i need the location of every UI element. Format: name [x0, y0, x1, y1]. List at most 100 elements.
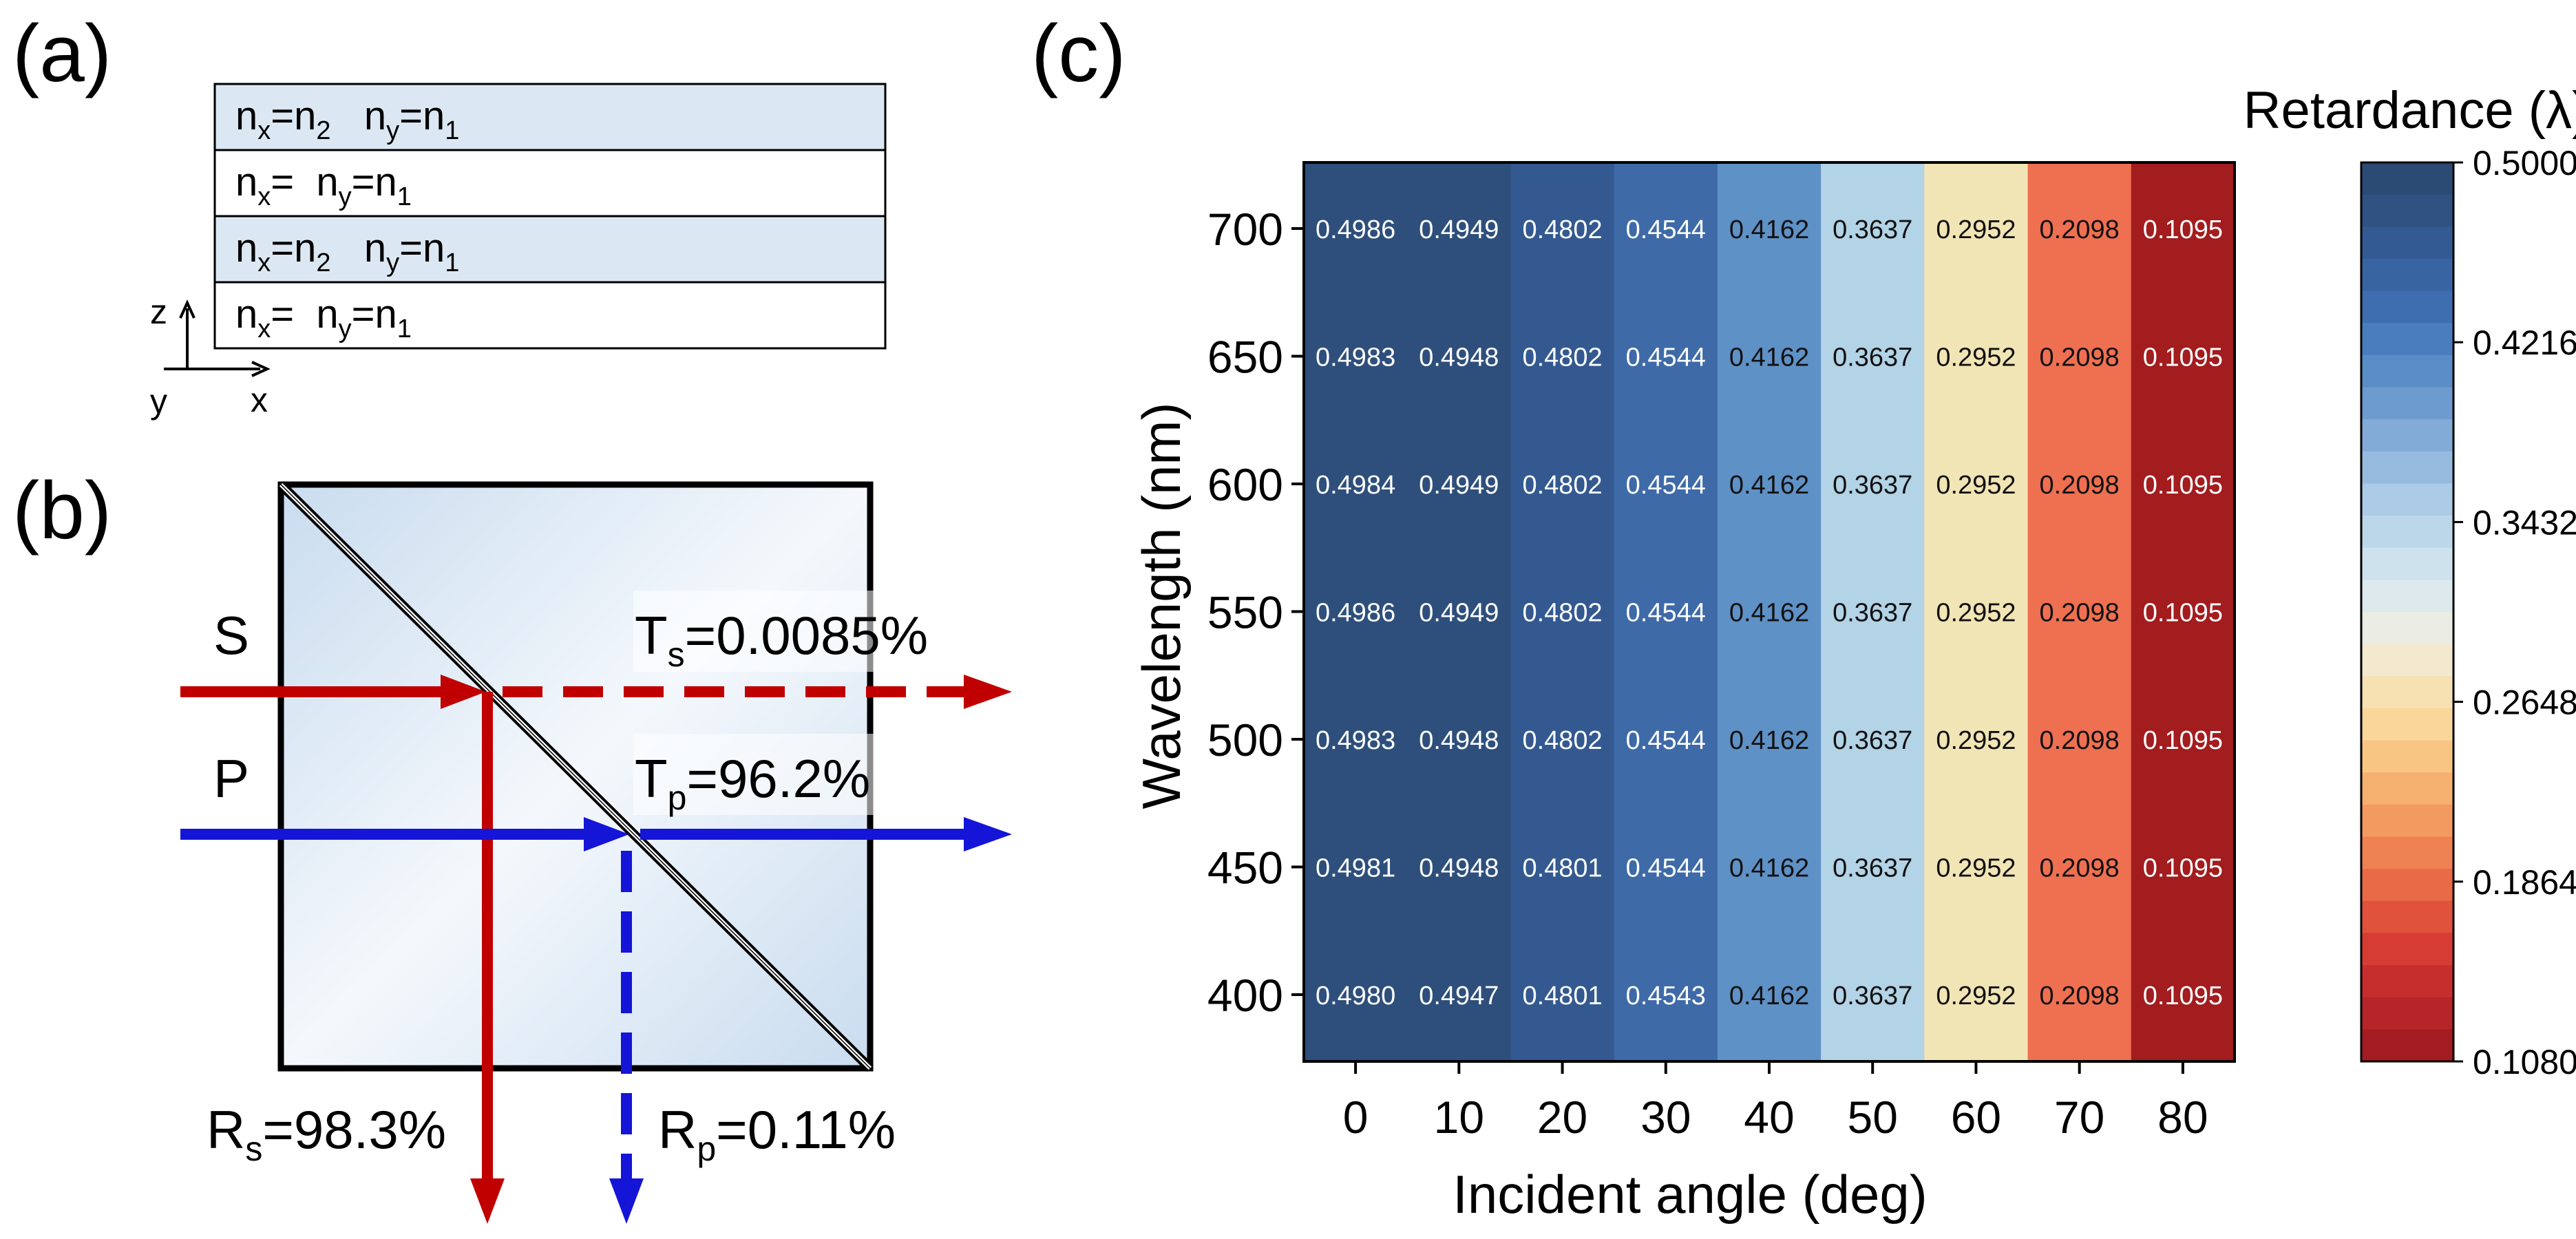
colorbar-tick-label: 0.4216: [2473, 324, 2576, 362]
y-tick-label: 600: [1207, 459, 1283, 510]
colorbar-swatch: [2361, 997, 2453, 1030]
heatmap-cell-value: 0.3637: [1833, 726, 1912, 755]
heatmap-cell-value: 0.2098: [2040, 343, 2120, 372]
tp-label: Tp=96.2%: [635, 748, 870, 817]
colorbar-swatch: [2361, 1029, 2453, 1062]
heatmap-cell-value: 0.2098: [2040, 215, 2120, 244]
heatmap-cell-value: 0.4802: [1522, 343, 1602, 372]
colorbar-swatch: [2361, 804, 2453, 838]
y-axis-title: Wavelength (nm): [1131, 403, 1192, 809]
layer-3-label: nx=n2 ny=n1: [235, 226, 459, 277]
colorbar-swatch: [2361, 194, 2453, 227]
heatmap-cell-value: 0.4948: [1419, 726, 1499, 755]
colorbar: 0.5000 0.4216 0.3432 0.2648 0.1864 0.1080: [2360, 144, 2576, 1081]
y-tick-label: 400: [1207, 970, 1283, 1021]
heatmap-cell-value: 0.1095: [2143, 599, 2223, 628]
heatmap-cell-value: 0.4802: [1522, 726, 1602, 755]
heatmap-cell-value: 0.1095: [2143, 343, 2223, 372]
heatmap-cell-value: 0.2952: [1936, 215, 2016, 244]
panel-b-label: (b): [12, 465, 112, 556]
heatmap-cell-value: 0.4986: [1316, 599, 1395, 628]
axis-z-label: z: [150, 293, 167, 331]
heatmap-cell-value: 0.4162: [1729, 726, 1809, 755]
heatmap-column-10: [1407, 162, 1512, 1061]
ts-label-backdrop: [633, 591, 975, 672]
heatmap-cell-value: 0.4949: [1419, 215, 1499, 244]
heatmap-cell-value: 0.4949: [1419, 471, 1499, 500]
p-beam: [180, 817, 1012, 1224]
heatmap-cell-value: 0.1095: [2143, 982, 2223, 1010]
colorbar-swatch: [2361, 836, 2453, 869]
heatmap-cell-value: 0.4986: [1316, 215, 1395, 244]
x-axis-title: Incident angle (deg): [1453, 1164, 1927, 1225]
rp-label: Rp=0.11%: [658, 1099, 896, 1168]
heatmap-cell-value: 0.4544: [1626, 343, 1706, 372]
layer-2-label: nx= ny=n1: [235, 160, 412, 211]
y-tick-label: 650: [1207, 332, 1283, 383]
colorbar-title: Retardance (λ): [2244, 81, 2576, 140]
heatmap-cell-value: 0.2098: [2040, 982, 2120, 1010]
heatmap-cell-value: 0.1095: [2143, 726, 2223, 755]
heatmap-cell-value: 0.2098: [2040, 471, 2120, 500]
heatmap-cell-value: 0.4981: [1316, 854, 1395, 883]
heatmap-cell-value: 0.4802: [1522, 599, 1602, 628]
x-tick-label: 80: [2157, 1092, 2208, 1143]
colorbar-swatch: [2361, 162, 2453, 195]
colorbar-swatch: [2361, 644, 2453, 677]
heatmap-cell-value: 0.2952: [1936, 982, 2016, 1010]
colorbar-tick-label: 0.3432: [2473, 503, 2576, 542]
heatmap-cell-value: 0.4801: [1522, 854, 1602, 883]
x-tick-label: 0: [1343, 1092, 1369, 1143]
layer-4-label: nx= ny=n1: [235, 292, 412, 343]
tp-label-backdrop: [633, 734, 922, 815]
heatmap-cell-value: 0.2098: [2040, 599, 2120, 628]
axis-x-label: x: [251, 381, 268, 419]
splitter-interface: [277, 481, 874, 1072]
axis-y-label: y: [150, 382, 167, 421]
colorbar-frame: [2360, 161, 2455, 1063]
x-tick-label: 20: [1537, 1092, 1587, 1143]
heatmap-cell-value: 0.3637: [1833, 982, 1912, 1010]
colorbar-swatch: [2361, 516, 2453, 549]
ts-label: Ts=0.0085%: [635, 605, 928, 674]
colorbar-tick-label: 0.1080: [2473, 1043, 2576, 1081]
heatmap-cell-value: 0.3637: [1833, 343, 1912, 372]
colorbar-swatch: [2361, 258, 2453, 292]
heatmap-cell-value: 0.4947: [1419, 982, 1499, 1010]
heatmap-cell-value: 0.3637: [1833, 471, 1912, 500]
colorbar-swatch: [2361, 772, 2453, 805]
colorbar-swatch: [2361, 965, 2453, 998]
colorbar-swatch: [2361, 226, 2453, 260]
heatmap-column-80: [2131, 162, 2235, 1061]
heatmap-cell-value: 0.4983: [1316, 726, 1395, 755]
heatmap-cell-value: 0.4983: [1316, 343, 1395, 372]
y-tick-label: 450: [1207, 843, 1283, 893]
heatmap-cell-value: 0.4801: [1522, 982, 1602, 1010]
heatmap-cell-value: 0.2952: [1936, 854, 2016, 883]
heatmap-column-40: [1717, 162, 1822, 1061]
colorbar-tick-label: 0.1864: [2473, 863, 2576, 902]
heatmap-cell-value: 0.4802: [1522, 215, 1602, 244]
s-beam: [180, 675, 1012, 1224]
heatmap-column-70: [2027, 162, 2132, 1061]
heatmap: 0.4986 0.4949 0.4802 0.4544 0.4162 0.3637 0.29…: [1207, 161, 2236, 1143]
layer-2: [213, 149, 887, 218]
panel-c: (c) 0.4986 0.4949 0.4802 0.4544 0.4162 0.3637…: [1031, 8, 2576, 1225]
panel-c-label: (c): [1031, 8, 1126, 99]
colorbar-swatch: [2361, 354, 2453, 388]
panel-b: (b) S P Ts=0.0085: [12, 465, 1012, 1224]
heatmap-cell-value: 0.4162: [1729, 343, 1809, 372]
heatmap-cell-value: 0.1095: [2143, 471, 2223, 500]
heatmap-cell-value: 0.4544: [1626, 471, 1706, 500]
panel-a: (a) nx=n2 ny=n1 nx= ny=n1 nx=n2 ny=n1 nx= n…: [12, 8, 887, 421]
heatmap-column-30: [1614, 162, 1718, 1061]
heatmap-cell-value: 0.4949: [1419, 599, 1499, 628]
colorbar-swatch: [2361, 483, 2453, 516]
x-tick-label: 10: [1434, 1092, 1484, 1143]
heatmap-cell-value: 0.4162: [1729, 982, 1809, 1010]
colorbar-tick-label: 0.2648: [2473, 684, 2576, 722]
colorbar-swatch: [2361, 290, 2453, 324]
colorbar-swatch: [2361, 933, 2453, 966]
heatmap-cell-value: 0.3637: [1833, 599, 1912, 628]
rs-label: Rs=98.3%: [207, 1099, 446, 1168]
